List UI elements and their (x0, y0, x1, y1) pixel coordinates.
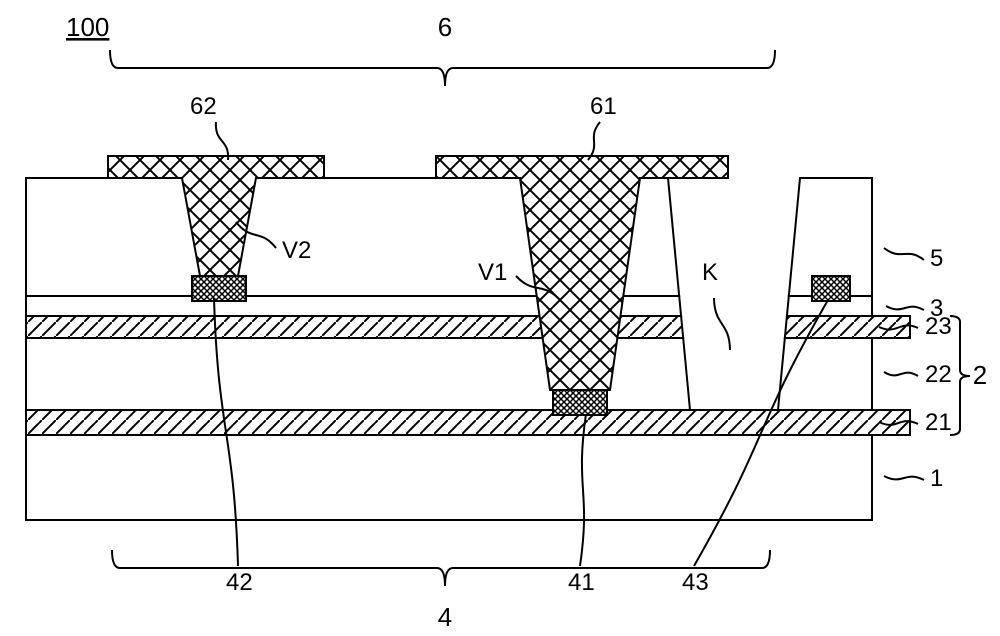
label-42: 42 (226, 569, 253, 596)
label-23: 23 (925, 313, 952, 340)
label-41: 41 (568, 569, 595, 596)
block-41 (553, 390, 607, 415)
leader-61 (588, 122, 600, 160)
label-62: 62 (190, 93, 217, 120)
leader-1 (884, 476, 924, 480)
leader-62 (216, 122, 228, 160)
leader-5 (884, 248, 924, 260)
label-V2: V2 (282, 237, 311, 264)
layer-23-right (785, 316, 910, 338)
brace-4 (112, 550, 770, 586)
label-61: 61 (590, 93, 617, 120)
label-43: 43 (682, 569, 709, 596)
diagram-svg: 1006421352122234142436162V2V1K (0, 0, 1000, 636)
label-4: 4 (438, 602, 452, 632)
layer-1 (26, 435, 872, 520)
leader-22 (884, 372, 918, 376)
label-22: 22 (925, 361, 952, 388)
label-21: 21 (925, 409, 952, 436)
layer-22-right (778, 338, 872, 410)
leader-3 (886, 306, 924, 310)
label-5: 5 (930, 245, 943, 272)
block-43 (812, 276, 850, 301)
label-K: K (702, 259, 718, 286)
label-1: 1 (930, 465, 943, 492)
block-42 (192, 276, 246, 301)
figure-number: 100 (66, 12, 109, 42)
brace-6 (110, 50, 775, 86)
label-V1: V1 (478, 259, 507, 286)
brace-2 (950, 316, 970, 435)
layer-21 (26, 410, 910, 435)
label-6: 6 (438, 12, 452, 42)
label-2: 2 (973, 360, 987, 390)
leader-K (714, 298, 730, 350)
